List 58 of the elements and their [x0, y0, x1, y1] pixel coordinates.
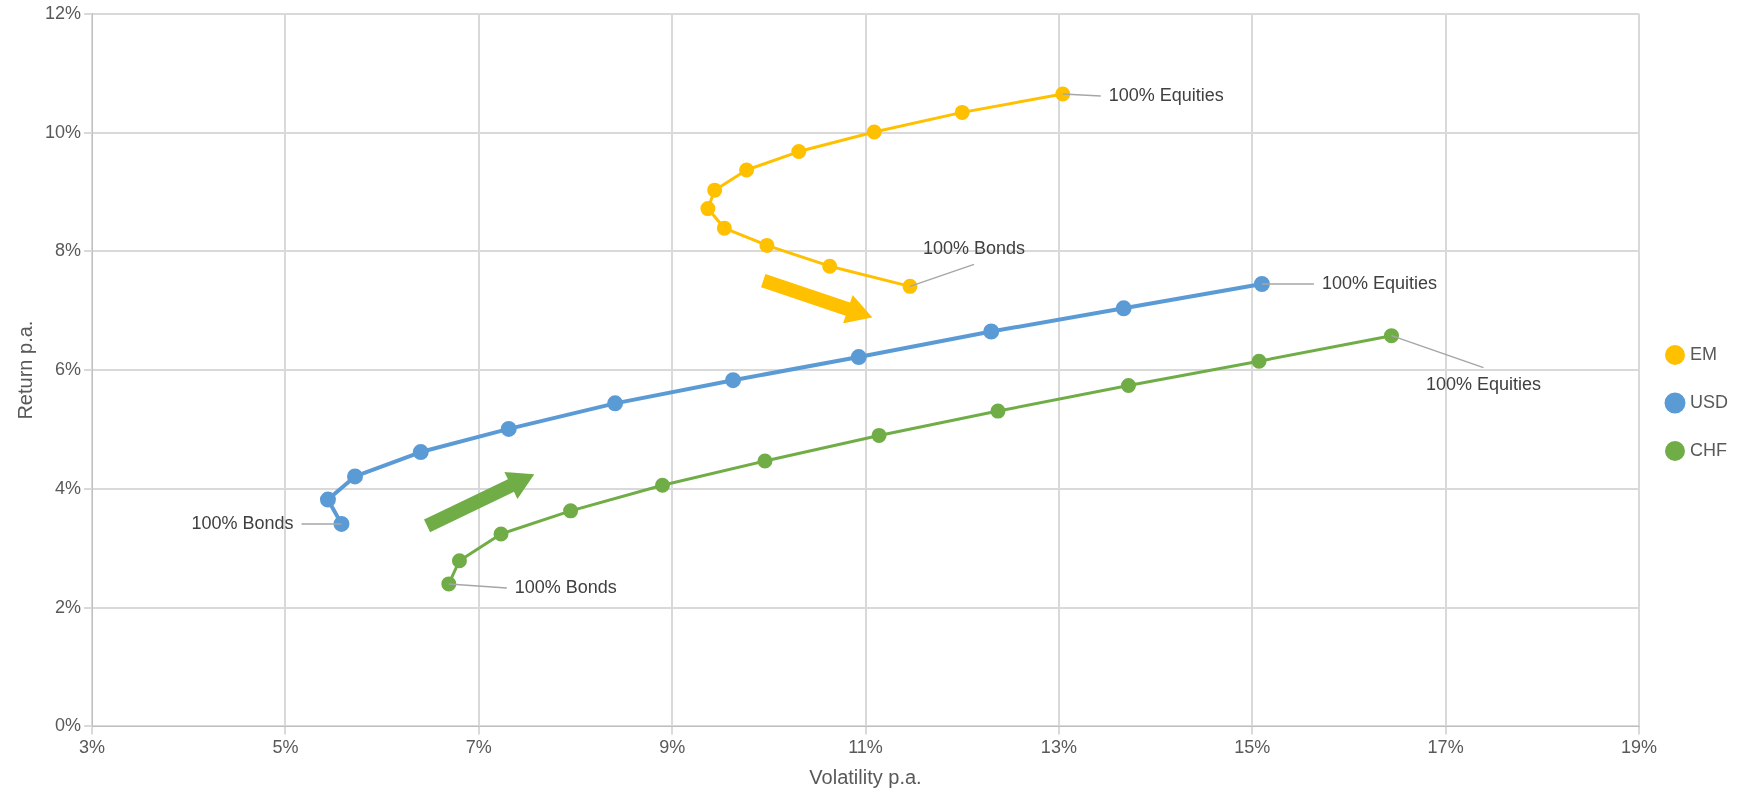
- y-tick-label: 4%: [55, 477, 82, 498]
- point: [822, 258, 838, 274]
- y-axis-title: Return p.a.: [13, 320, 36, 420]
- y-tick-label: 8%: [55, 240, 82, 261]
- point: [902, 278, 918, 294]
- legend-label: CHF: [1690, 439, 1727, 460]
- annotation: 100% Bonds: [922, 238, 1026, 259]
- y-tick-label: 0%: [55, 715, 82, 736]
- point: [716, 220, 732, 236]
- annotation: 100% Equities: [1321, 272, 1437, 293]
- point: [319, 491, 336, 508]
- annotation: 100% Equities: [1425, 373, 1542, 394]
- x-tick-label: 15%: [1234, 737, 1271, 758]
- point: [441, 576, 457, 592]
- point: [1251, 353, 1267, 369]
- point: [759, 237, 775, 253]
- point: [1383, 328, 1399, 344]
- x-tick-label: 13%: [1040, 737, 1077, 758]
- x-tick-label: 7%: [465, 737, 492, 758]
- point: [983, 323, 1000, 340]
- annotation: 100% Bonds: [191, 512, 294, 533]
- point: [1121, 378, 1136, 394]
- point: [493, 526, 509, 542]
- point: [757, 453, 773, 469]
- annotation: 100% Equities: [1108, 84, 1224, 105]
- y-tick-label: 2%: [55, 596, 82, 617]
- point: [866, 124, 882, 140]
- legend-label: USD: [1690, 391, 1729, 412]
- y-tick-label: 6%: [55, 359, 82, 380]
- point: [707, 182, 723, 198]
- x-tick-label: 5%: [272, 737, 299, 758]
- point: [990, 403, 1006, 419]
- point: [871, 427, 887, 443]
- legend-label: EM: [1690, 343, 1717, 364]
- x-axis-title: Volatility p.a.: [809, 765, 922, 788]
- x-tick-label: 11%: [848, 737, 883, 758]
- point: [739, 162, 755, 178]
- y-tick-label: 12%: [45, 2, 82, 23]
- point: [700, 201, 716, 217]
- point: [412, 444, 429, 461]
- x-tick-label: 19%: [1620, 737, 1658, 758]
- point: [791, 144, 807, 160]
- point: [1115, 300, 1132, 317]
- x-tick-label: 17%: [1427, 737, 1464, 758]
- point: [1055, 86, 1071, 102]
- point: [725, 372, 742, 389]
- x-tick-label: 3%: [79, 737, 106, 758]
- annotation: 100% Bonds: [514, 576, 617, 597]
- point: [850, 349, 867, 366]
- point: [500, 420, 517, 437]
- x-tick-label: 9%: [659, 737, 686, 758]
- point: [347, 468, 364, 485]
- point: [563, 503, 579, 519]
- point: [607, 395, 624, 412]
- point: [654, 477, 670, 493]
- y-tick-label: 10%: [45, 121, 82, 142]
- point: [451, 553, 467, 569]
- point: [954, 104, 970, 120]
